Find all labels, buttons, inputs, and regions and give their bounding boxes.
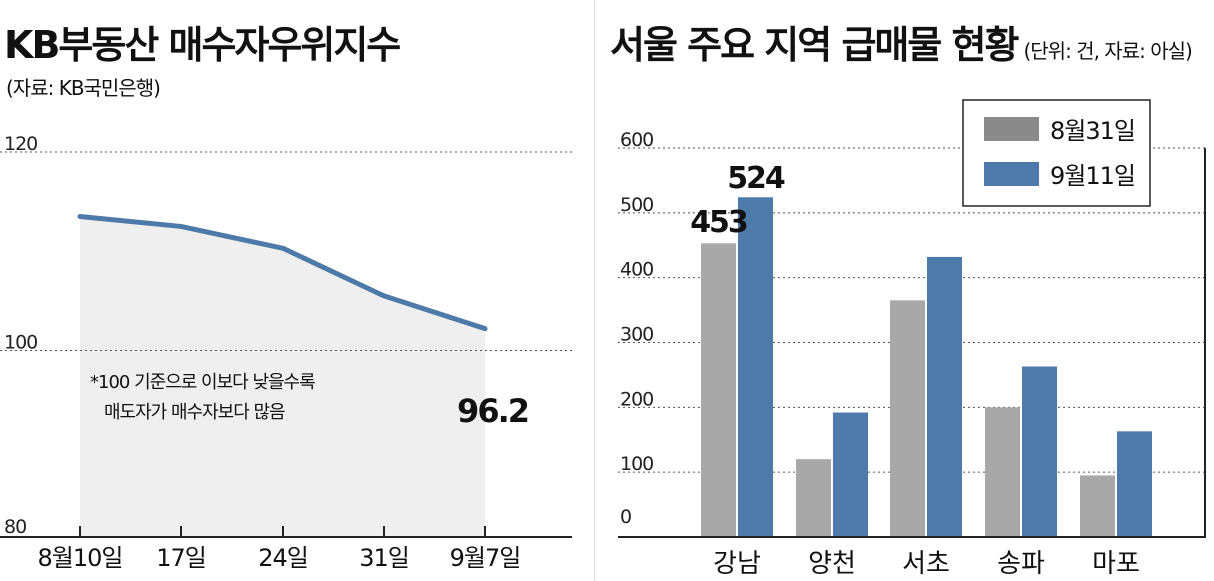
y-tick-label: 120	[4, 133, 37, 155]
series-line	[77, 214, 488, 332]
footnote-line-2: 매도자가 매수자보다 많음	[104, 402, 285, 423]
x-tick-label: 17일	[156, 544, 206, 572]
x-tick-label: 8월10일	[38, 544, 123, 572]
panel-divider	[594, 0, 595, 581]
legend-swatch	[984, 162, 1039, 186]
bar-1-4	[985, 407, 1020, 537]
x-tick-label: 31일	[359, 544, 409, 572]
right-chart-title-row: 서울 주요 지역 급매물 현황 (단위: 건, 자료: 아실)	[610, 14, 1193, 69]
right-chart-panel: 서울 주요 지역 급매물 현황 (단위: 건, 자료: 아실) 600 500 400…	[606, 0, 1214, 581]
y-tick-label: 600	[620, 129, 653, 151]
line-chart: 120 100 80 8월10일 17일 24일 31일 9월7일 *100 기준으로 이보다 …	[0, 133, 572, 572]
right-chart-title: 서울 주요 지역 급매물 현황	[610, 23, 1019, 67]
left-chart-title: KB부동산 매수자우위지수	[4, 23, 401, 67]
bar-2-2	[833, 412, 868, 537]
legend-label: 9월11일	[1050, 162, 1135, 190]
data-label: 524	[727, 161, 785, 196]
bar-2-4	[1022, 366, 1057, 537]
legend-label: 8월31일	[1050, 117, 1135, 145]
legend-swatch	[984, 117, 1039, 141]
x-tick-label: 송파	[997, 549, 1045, 579]
y-tick-label: 100	[4, 332, 37, 354]
y-tick-label: 500	[620, 194, 653, 216]
legend-box	[962, 99, 1151, 207]
y-tick-label: 200	[620, 388, 653, 410]
right-chart-unit-note: (단위: 건, 자료: 아실)	[1023, 39, 1192, 63]
y-tick-label: 300	[620, 324, 653, 346]
x-tick-label: 강남	[713, 549, 761, 579]
footnote-line-1: *100 기준으로 이보다 낮을수록	[90, 372, 315, 393]
data-label: 453	[690, 205, 747, 240]
x-tick-label: 서초	[902, 549, 950, 579]
bar-chart: 600 500 400 300 200 100 0 강남 양천 서초 송파 마포 453 524 8월31일…	[618, 99, 1206, 579]
bar-1-2	[796, 459, 831, 537]
y-tick-label: 0	[620, 506, 631, 528]
bar-2-5	[1117, 431, 1152, 537]
left-chart-panel: KB부동산 매수자우위지수 (자료: KB국민은행) 120 100 80 8월10일…	[0, 0, 586, 581]
y-tick-label: 400	[620, 259, 653, 281]
left-chart-source: (자료: KB국민은행)	[6, 76, 161, 100]
x-tick-label: 양천	[808, 549, 856, 579]
bar-2-3	[927, 256, 962, 537]
y-tick-label: 80	[4, 516, 26, 538]
bar-1-1	[701, 243, 736, 537]
bar-2-1	[738, 197, 773, 537]
x-tick-label: 9월7일	[450, 544, 521, 572]
last-value-label: 96.2	[457, 392, 528, 430]
x-tick-label: 마포	[1092, 549, 1140, 579]
y-tick-label: 100	[620, 453, 653, 475]
bar-1-5	[1080, 475, 1115, 537]
bar-1-3	[890, 300, 925, 537]
x-tick-label: 24일	[258, 544, 308, 572]
